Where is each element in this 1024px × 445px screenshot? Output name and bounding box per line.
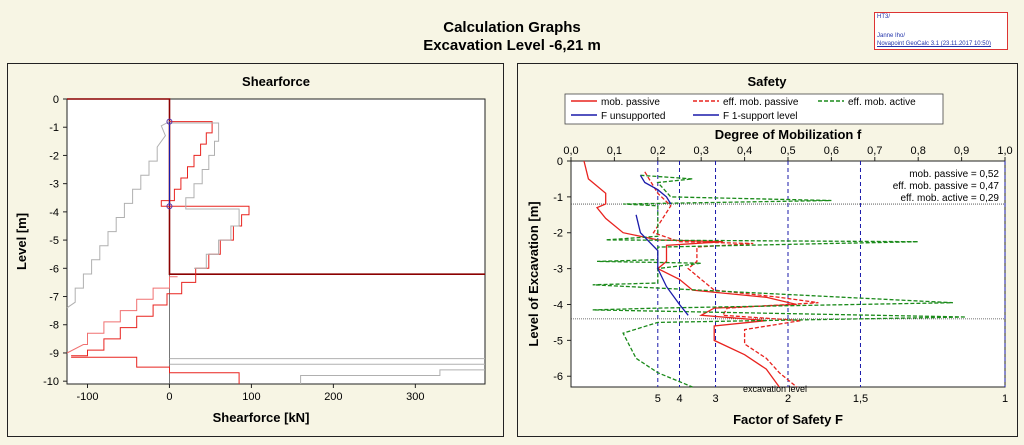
mobilization-annotation: mob. passive = 0,52 bbox=[909, 169, 999, 180]
y-tick-label: -10 bbox=[43, 376, 59, 388]
y-tick-label: 0 bbox=[557, 156, 563, 168]
fs-label: 2 bbox=[785, 393, 791, 405]
y-tick-label: -4 bbox=[553, 299, 563, 311]
top-tick-label: 0,7 bbox=[867, 145, 882, 157]
safety-panel: Safety mob. passive eff. mob. passive eff. … bbox=[517, 63, 1018, 437]
top-tick-label: 0,3 bbox=[694, 145, 709, 157]
shear-series-5 bbox=[169, 122, 240, 269]
x-tick-label: -100 bbox=[76, 391, 98, 403]
y-axis-label: Level [m] bbox=[14, 213, 29, 270]
y-tick-label: -2 bbox=[553, 228, 563, 240]
x-axis-label: Factor of Safety F bbox=[733, 412, 843, 427]
safety-series-4 bbox=[635, 214, 689, 316]
mobilization-annotation: eff. mob. passive = 0,47 bbox=[893, 181, 1000, 192]
safety-series-2 bbox=[592, 174, 966, 388]
plot-area bbox=[66, 98, 486, 385]
shear-series-3 bbox=[66, 276, 178, 354]
y-tick-label: -7 bbox=[49, 292, 59, 304]
legend-label: eff. mob. passive bbox=[723, 97, 799, 108]
legend-label: F 1-support level bbox=[723, 111, 797, 122]
y-tick-label: -1 bbox=[553, 192, 563, 204]
safety-series-0 bbox=[583, 160, 797, 388]
x-tick-label: 300 bbox=[406, 391, 424, 403]
legend-label: mob. passive bbox=[601, 97, 660, 108]
mobilization-annotation: eff. mob. active = 0,29 bbox=[901, 193, 1000, 204]
top-tick-label: 0,6 bbox=[824, 145, 839, 157]
x-tick-label: 100 bbox=[242, 391, 260, 403]
safety-chart: Safety mob. passive eff. mob. passive eff. … bbox=[526, 74, 1013, 427]
stamp-line-1: HT3/ bbox=[877, 14, 891, 20]
top-tick-label: 0,2 bbox=[650, 145, 665, 157]
y-tick-label: -1 bbox=[49, 122, 59, 134]
top-tick-label: 0,5 bbox=[780, 145, 795, 157]
info-stamp: HT3/ Janne Iho/ Novapoint GeoCalc 3.1 (2… bbox=[874, 12, 1008, 50]
shear-series-2 bbox=[71, 356, 240, 384]
y-tick-label: -6 bbox=[49, 263, 59, 275]
y-tick-label: -6 bbox=[553, 371, 563, 383]
fs-label: 4 bbox=[676, 393, 682, 405]
shear-series-1 bbox=[71, 121, 250, 357]
chart-title: Shearforce bbox=[242, 74, 310, 89]
shear-series-8 bbox=[300, 369, 485, 384]
y-tick-label: -3 bbox=[49, 179, 59, 191]
y-tick-label: -2 bbox=[49, 150, 59, 162]
page-title: Calculation Graphs bbox=[443, 19, 581, 36]
top-tick-label: 0,9 bbox=[954, 145, 969, 157]
y-tick-label: -8 bbox=[49, 320, 59, 332]
shear-series-4 bbox=[66, 121, 170, 309]
fs-label: 1,5 bbox=[853, 393, 868, 405]
y-tick-label: -9 bbox=[49, 348, 59, 360]
top-axis-label: Degree of Mobilization f bbox=[715, 127, 862, 142]
stamp-line-3: Novapoint GeoCalc 3.1 (23.11.2017 10:50) bbox=[877, 41, 991, 47]
chart-title: Safety bbox=[747, 74, 787, 89]
legend-label: F unsupported bbox=[601, 111, 666, 122]
safety-series-3 bbox=[639, 174, 672, 205]
shearforce-chart: Shearforce 0 -1 -2 -3 -4 -5 -6 -7 -8 -9 -10 -100 0 100… bbox=[14, 74, 486, 425]
page-subtitle: Excavation Level -6,21 m bbox=[423, 37, 601, 54]
y-tick-label: -4 bbox=[49, 207, 59, 219]
top-tick-label: 1,0 bbox=[997, 145, 1012, 157]
stamp-line-2: Janne Iho/ bbox=[877, 33, 906, 39]
fs-label: 1 bbox=[1002, 393, 1008, 405]
fs-label: 3 bbox=[712, 393, 718, 405]
top-tick-label: 0,1 bbox=[607, 145, 622, 157]
legend-label: eff. mob. active bbox=[848, 97, 916, 108]
x-tick-label: 200 bbox=[324, 391, 342, 403]
top-tick-label: 0,4 bbox=[737, 145, 752, 157]
x-tick-label: 0 bbox=[166, 391, 172, 403]
top-tick-label: 0,8 bbox=[911, 145, 926, 157]
y-tick-label: 0 bbox=[53, 94, 59, 106]
top-tick-label: 0,0 bbox=[563, 145, 578, 157]
y-axis-label: Level of Excavation [m] bbox=[526, 201, 541, 346]
y-tick-label: -3 bbox=[553, 264, 563, 276]
support-marker bbox=[166, 203, 173, 210]
y-tick-label: -5 bbox=[49, 235, 59, 247]
shearforce-panel: Shearforce 0 -1 -2 -3 -4 -5 -6 -7 -8 -9 -10 -100 0 100… bbox=[7, 63, 504, 437]
excavation-label: excavation level bbox=[743, 384, 807, 394]
x-axis-label: Shearforce [kN] bbox=[213, 410, 310, 425]
support-marker bbox=[166, 118, 173, 125]
legend-box bbox=[564, 93, 944, 125]
safety-series-1 bbox=[644, 171, 819, 388]
y-tick-label: -5 bbox=[553, 335, 563, 347]
fs-label: 5 bbox=[655, 393, 661, 405]
